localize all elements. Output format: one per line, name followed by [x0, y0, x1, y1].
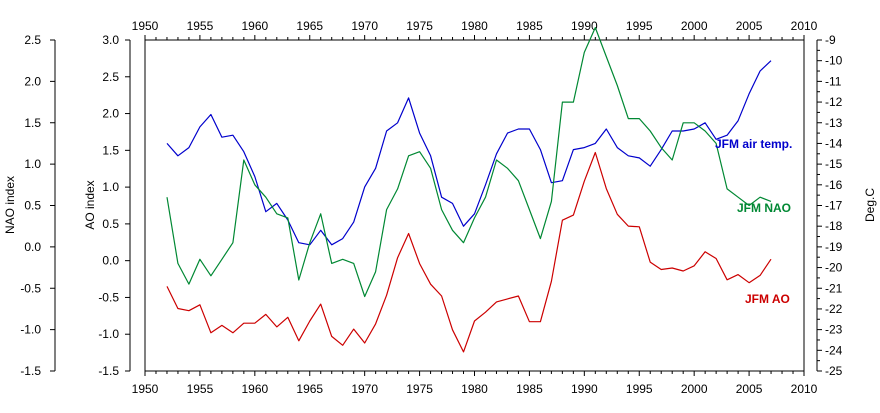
nao-tick-label: -1.5: [20, 364, 41, 378]
series-label-air-temp: JFM air temp.: [715, 137, 792, 151]
bottom-x-tick-label: 1985: [516, 382, 543, 396]
bottom-x-tick-label: 1955: [187, 382, 214, 396]
top-x-tick-label: 1950: [132, 19, 159, 33]
top-x-tick-label: 2010: [791, 19, 818, 33]
top-x-tick-label: 1995: [626, 19, 653, 33]
top-x-tick-label: 1965: [296, 19, 323, 33]
ao-tick-label: 1.0: [102, 180, 119, 194]
bottom-x-tick-label: 1975: [406, 382, 433, 396]
bottom-x-tick-label: 2005: [736, 382, 763, 396]
temp-tick-label: -17: [825, 199, 843, 213]
ao-y-axis: 3.0 2.5 2.0 1.5 1.0 0.5 0.0 -0.5 -1.0 -1.5: [98, 33, 130, 378]
ao-tick-label: 0.0: [102, 254, 119, 268]
top-x-tick-label: 1975: [406, 19, 433, 33]
ao-tick-label: 2.0: [102, 107, 119, 121]
series-line-jfm-ao: [166, 151, 772, 353]
nao-tick-label: -1.0: [20, 323, 41, 337]
nao-tick-label: 2.5: [24, 33, 41, 47]
bottom-x-tick-label: 1980: [461, 382, 488, 396]
top-x-axis: 1950 1955 1960 1965 1970 1975 1980 1985 1990 1995…: [132, 19, 818, 40]
nao-tick-label: 1.5: [24, 116, 41, 130]
ao-tick-label: 3.0: [102, 33, 119, 47]
temp-tick-label: -16: [825, 178, 843, 192]
temp-tick-label: -19: [825, 240, 843, 254]
nao-tick-label: -0.5: [20, 281, 41, 295]
top-x-tick-label: 2000: [681, 19, 708, 33]
series-layer: [166, 27, 772, 353]
nao-tick-label: 0.5: [24, 199, 41, 213]
temp-tick-label: -25: [825, 364, 843, 378]
top-x-tick-label: 1960: [241, 19, 268, 33]
ao-tick-label: 2.5: [102, 70, 119, 84]
bottom-x-tick-label: 1970: [351, 382, 378, 396]
nao-tick-label: 0.0: [24, 240, 41, 254]
nao-axis-title: NAO index: [3, 176, 17, 234]
ao-tick-label: -0.5: [98, 290, 119, 304]
series-line-jfm-air-temp: [166, 60, 772, 246]
temp-tick-label: -24: [825, 343, 843, 357]
series-label-ao: JFM AO: [745, 292, 790, 306]
nao-y-axis: 2.5 2.0 1.5 1.0 0.5 0.0 -0.5 -1.0 -1.5: [20, 33, 55, 378]
bottom-x-tick-label: 1965: [296, 382, 323, 396]
bottom-x-tick-label: 1995: [626, 382, 653, 396]
bottom-x-tick-label: 2000: [681, 382, 708, 396]
temp-tick-label: -13: [825, 116, 843, 130]
nao-tick-label: 2.0: [24, 74, 41, 88]
top-x-tick-label: 1955: [187, 19, 214, 33]
ao-tick-label: 1.5: [102, 143, 119, 157]
bottom-x-tick-label: 1960: [241, 382, 268, 396]
temp-tick-label: -20: [825, 261, 843, 275]
series-label-nao: JFM NAO: [737, 201, 791, 215]
top-x-tick-label: 1980: [461, 19, 488, 33]
temp-tick-label: -21: [825, 281, 843, 295]
temp-tick-label: -11: [825, 74, 842, 88]
temp-tick-label: -23: [825, 323, 843, 337]
temp-tick-label: -12: [825, 95, 843, 109]
top-x-tick-label: 2005: [736, 19, 763, 33]
bottom-x-axis: 1950 1955 1960 1965 1970 1975 1980 1985 1990 1995…: [132, 371, 818, 396]
ao-axis-title: AO index: [83, 180, 97, 229]
temp-tick-label: -9: [825, 33, 836, 47]
bottom-x-tick-label: 2010: [791, 382, 818, 396]
top-x-tick-label: 1985: [516, 19, 543, 33]
nao-tick-label: 1.0: [24, 157, 41, 171]
temp-tick-label: -22: [825, 302, 843, 316]
series-line-jfm-nao: [166, 27, 772, 298]
ao-tick-label: 0.5: [102, 217, 119, 231]
ao-tick-label: -1.0: [98, 327, 119, 341]
top-x-tick-label: 1990: [571, 19, 598, 33]
temp-axis-title: Deg.C: [863, 188, 877, 222]
temp-tick-label: -15: [825, 157, 843, 171]
temp-tick-label: -14: [825, 136, 843, 150]
bottom-x-tick-label: 1950: [132, 382, 159, 396]
temp-tick-label: -18: [825, 219, 843, 233]
top-x-tick-label: 1970: [351, 19, 378, 33]
bottom-x-tick-label: 1990: [571, 382, 598, 396]
temp-y-axis: -9 -10 -11 -12 -13 -14 -15 -16 -17 -18 -19 -20 -21 -2…: [817, 33, 843, 378]
temp-tick-label: -10: [825, 54, 843, 68]
ao-tick-label: -1.5: [98, 364, 119, 378]
